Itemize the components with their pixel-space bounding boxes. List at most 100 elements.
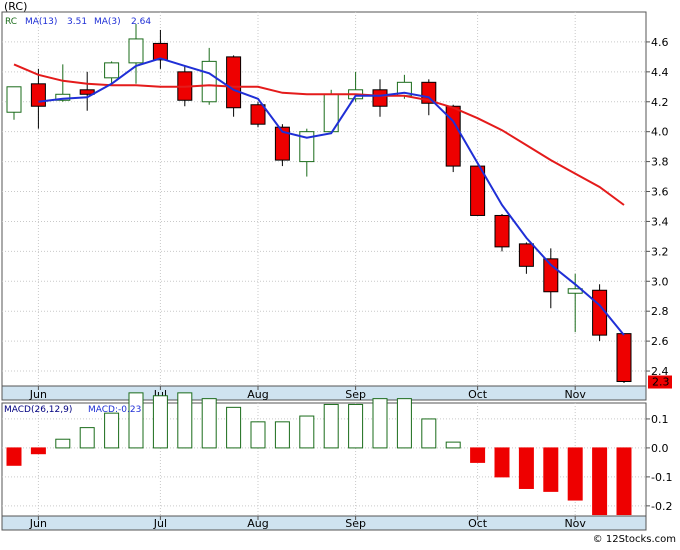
- macd-bar-negative: [543, 447, 559, 492]
- candle-down: [250, 101, 266, 128]
- macd-bar-negative: [592, 447, 608, 516]
- price-legend-item: 2.64: [131, 17, 151, 27]
- macd-legend: MACD(26,12,9) MACD:-0.23: [4, 405, 141, 415]
- candle-up: [104, 61, 120, 84]
- macd-bar-negative: [470, 447, 486, 463]
- macd-bar-negative: [6, 447, 22, 466]
- macd-bar-positive: [177, 392, 193, 449]
- price-legend: (RC) RC MA(13) 3.51 MA(3) 2.64: [4, 0, 151, 27]
- macd-bar-positive: [274, 421, 290, 449]
- candle-down: [494, 213, 510, 252]
- candle-body: [55, 93, 71, 101]
- candle-body: [274, 126, 290, 161]
- price-y-tick-label: 4.6: [651, 36, 669, 49]
- macd-bar-positive: [396, 398, 412, 449]
- candle-body: [250, 104, 266, 125]
- candle-down: [152, 29, 168, 69]
- price-x-tick-label: Jun: [29, 388, 47, 401]
- price-y-tick-label: 4.0: [651, 126, 669, 139]
- candle-body: [226, 56, 242, 109]
- candle-down: [470, 165, 486, 216]
- macd-bar-negative: [518, 447, 534, 489]
- price-legend-item: RC: [5, 17, 17, 27]
- macd-x-axis: Jun Jul Aug Sep Oct Nov: [1, 515, 647, 531]
- price-x-axis-strip: [1, 385, 647, 401]
- price-x-axis: Jun Jul Aug Sep Oct Nov: [1, 385, 647, 401]
- candle-down: [421, 79, 437, 116]
- candle-body: [128, 38, 144, 64]
- macd-bar-positive: [55, 438, 71, 449]
- candle-body: [518, 243, 534, 267]
- macd-legend-item: MACD(26,12,9): [4, 405, 72, 415]
- macd-bar-positive: [421, 418, 437, 449]
- price-y-tick-label: 2.4: [651, 365, 669, 378]
- price-legend-item: MA(3): [94, 17, 121, 27]
- price-x-tick-label: Sep: [345, 388, 366, 401]
- macd-bar-positive: [128, 392, 144, 449]
- macd-x-tick-label: Aug: [247, 517, 268, 530]
- candle-body: [30, 83, 46, 107]
- macd-y-tick-label: -0.2: [651, 500, 672, 513]
- macd-bar-positive: [152, 395, 168, 449]
- candle-down: [226, 55, 242, 117]
- candle-down: [372, 79, 388, 117]
- price-legend-item: 3.51: [67, 17, 87, 27]
- price-x-tick-label: Oct: [468, 388, 488, 401]
- price-panel: (RC) RC MA(13) 3.51 MA(3) 2.64: [1, 0, 647, 387]
- candle-body: [6, 86, 22, 113]
- macd-x-tick-label: Nov: [564, 517, 586, 530]
- candle-down: [445, 104, 461, 173]
- price-plot-area: [1, 11, 647, 387]
- macd-bar-negative: [494, 447, 510, 478]
- last-price-box: [648, 375, 672, 389]
- candle-body: [445, 105, 461, 167]
- ticker-label: (RC): [4, 0, 27, 13]
- price-y-tick-label: 3.8: [651, 156, 669, 169]
- candle-body: [616, 333, 632, 383]
- macd-bar-positive: [323, 403, 339, 449]
- macd-bar-positive: [226, 406, 242, 449]
- macd-x-tick-label: Oct: [468, 517, 488, 530]
- macd-bar-positive: [372, 398, 388, 449]
- ma13-line: [13, 63, 625, 206]
- macd-bar-positive: [201, 398, 217, 449]
- price-axis: 2.4 2.6 2.8 3.0 3.2 3.4 3.6 3.8 4.0 4.2 4.4 4.6 2.3: [646, 36, 672, 389]
- macd-x-tick-label: Jul: [153, 517, 167, 530]
- macd-legend-item: MACD:-0.23: [88, 405, 141, 415]
- price-x-tick-label: Nov: [564, 388, 586, 401]
- price-y-tick-label: 3.0: [651, 275, 669, 288]
- candle-body: [470, 165, 486, 216]
- macd-bar-negative: [30, 447, 46, 455]
- candle-body: [104, 62, 120, 79]
- macd-bar-positive: [348, 403, 364, 449]
- macd-y-tick-label: 0.1: [651, 413, 669, 426]
- candle-up: [299, 128, 315, 177]
- macd-bar-negative: [616, 447, 632, 516]
- candle-body: [201, 60, 217, 103]
- candle-body: [299, 131, 315, 163]
- price-x-tick-label: Aug: [247, 388, 268, 401]
- candle-body: [494, 214, 510, 248]
- candle-up: [6, 86, 22, 120]
- candle-down: [518, 242, 534, 274]
- candle-body: [372, 89, 388, 107]
- candle-up: [128, 23, 144, 84]
- candle-down: [616, 333, 632, 384]
- macd-y-tick-label: -0.1: [651, 471, 672, 484]
- candle-body: [152, 42, 168, 61]
- ma3-line: [38, 57, 625, 336]
- macd-axis: -0.2 -0.1 0.0 0.1: [646, 413, 672, 513]
- price-y-tick-label: 2.8: [651, 305, 669, 318]
- candle-body: [421, 81, 437, 104]
- price-y-tick-label: 2.6: [651, 335, 669, 348]
- price-y-tick-label: 3.2: [651, 245, 669, 258]
- macd-bar-negative: [567, 447, 583, 501]
- macd-bar-positive: [104, 412, 120, 449]
- candle-down: [79, 71, 95, 111]
- macd-bar-positive: [445, 441, 461, 449]
- last-price-label: 2.3: [652, 376, 670, 389]
- watermark: © 12Stocks.com: [593, 534, 676, 545]
- macd-bar-positive: [79, 427, 95, 449]
